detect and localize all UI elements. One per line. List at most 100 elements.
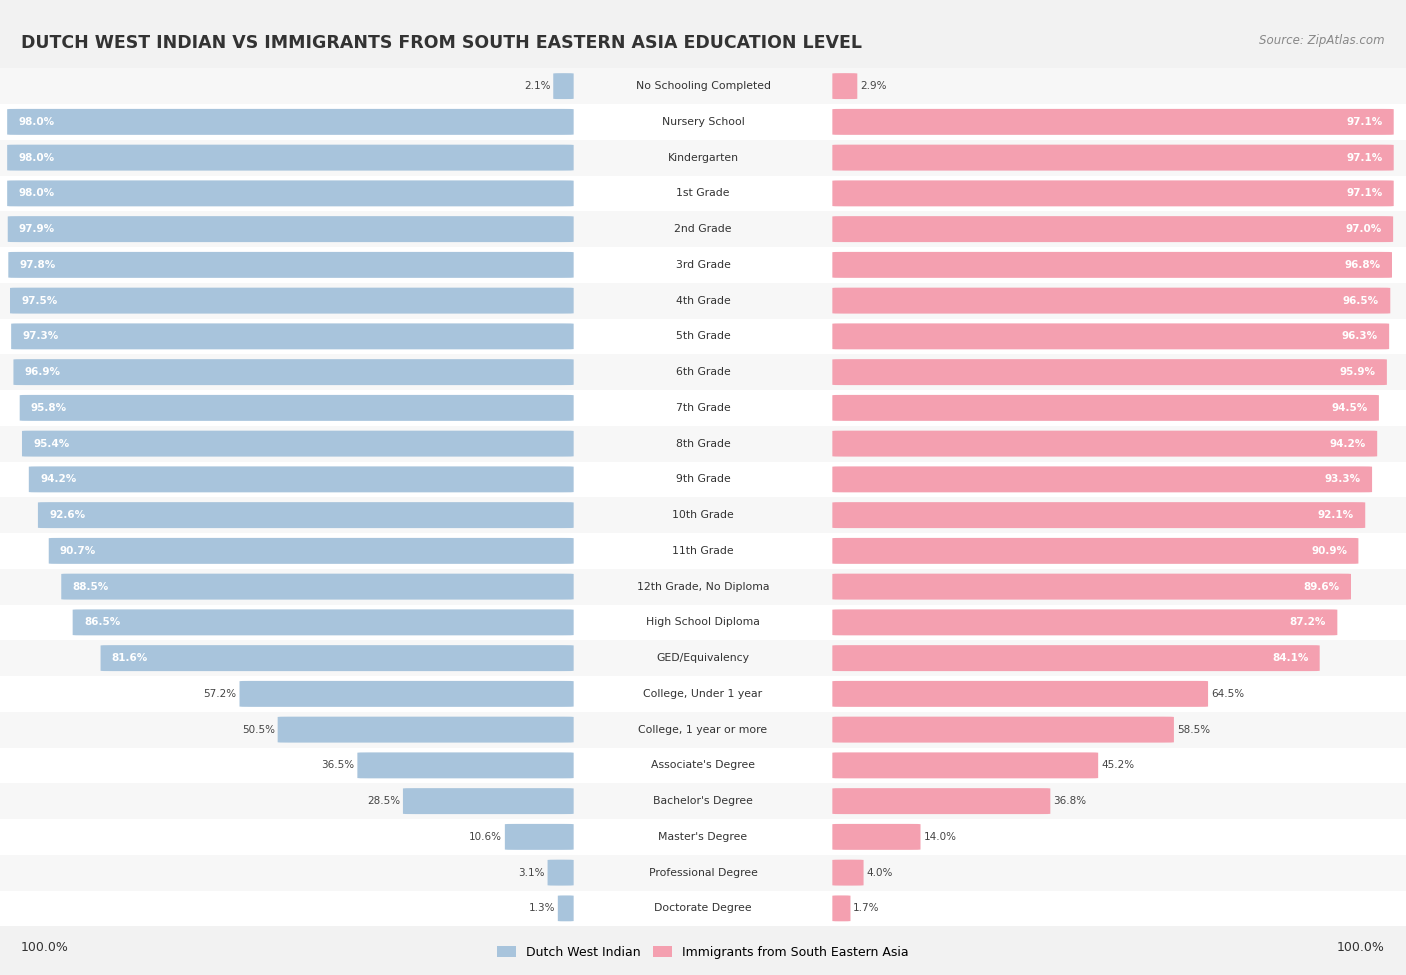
Text: 4th Grade: 4th Grade [676,295,730,305]
Text: 98.0%: 98.0% [18,188,55,198]
Text: 88.5%: 88.5% [73,582,108,592]
Bar [0,568,1406,604]
FancyBboxPatch shape [7,144,574,171]
FancyBboxPatch shape [832,216,1393,242]
Text: 92.1%: 92.1% [1317,510,1354,520]
Text: 95.9%: 95.9% [1340,368,1375,377]
FancyBboxPatch shape [832,252,1392,278]
Text: 2nd Grade: 2nd Grade [675,224,731,234]
Text: 97.1%: 97.1% [1346,188,1382,198]
Text: 2.1%: 2.1% [524,81,550,91]
Text: 94.2%: 94.2% [1330,439,1367,448]
Text: 100.0%: 100.0% [21,941,69,955]
Bar [0,604,1406,641]
Bar [0,354,1406,390]
Text: 4.0%: 4.0% [866,868,893,878]
Bar [0,212,1406,247]
Text: 12th Grade, No Diploma: 12th Grade, No Diploma [637,582,769,592]
Bar [0,533,1406,568]
Text: 36.8%: 36.8% [1053,797,1087,806]
Text: 10th Grade: 10th Grade [672,510,734,520]
Bar [0,819,1406,855]
Bar [0,641,1406,676]
FancyBboxPatch shape [14,359,574,385]
Text: 97.0%: 97.0% [1346,224,1382,234]
FancyBboxPatch shape [22,431,574,456]
Bar [0,104,1406,139]
Text: Associate's Degree: Associate's Degree [651,760,755,770]
Text: 45.2%: 45.2% [1101,760,1135,770]
Bar [0,426,1406,461]
FancyBboxPatch shape [11,324,574,349]
FancyBboxPatch shape [7,109,574,135]
Text: 7th Grade: 7th Grade [676,403,730,412]
Text: 14.0%: 14.0% [924,832,956,841]
FancyBboxPatch shape [832,788,1050,814]
Text: 6th Grade: 6th Grade [676,368,730,377]
FancyBboxPatch shape [553,73,574,99]
Bar [0,461,1406,497]
FancyBboxPatch shape [38,502,574,528]
Text: 81.6%: 81.6% [112,653,148,663]
Bar [0,855,1406,890]
Text: 95.4%: 95.4% [34,439,69,448]
Text: 8th Grade: 8th Grade [676,439,730,448]
Text: 94.5%: 94.5% [1331,403,1368,412]
Text: 1.7%: 1.7% [853,904,880,914]
Text: 11th Grade: 11th Grade [672,546,734,556]
Text: 97.1%: 97.1% [1346,153,1382,163]
FancyBboxPatch shape [832,645,1320,671]
Text: 2.9%: 2.9% [860,81,887,91]
FancyBboxPatch shape [8,216,574,242]
FancyBboxPatch shape [832,609,1337,636]
Text: 90.7%: 90.7% [60,546,96,556]
Bar [0,497,1406,533]
FancyBboxPatch shape [62,573,574,600]
Text: 36.5%: 36.5% [322,760,354,770]
Text: Nursery School: Nursery School [662,117,744,127]
Text: 98.0%: 98.0% [18,117,55,127]
FancyBboxPatch shape [832,502,1365,528]
Text: Doctorate Degree: Doctorate Degree [654,904,752,914]
Text: High School Diploma: High School Diploma [647,617,759,627]
Bar [0,176,1406,212]
Text: 94.2%: 94.2% [39,475,76,485]
FancyBboxPatch shape [20,395,574,421]
FancyBboxPatch shape [357,753,574,778]
FancyBboxPatch shape [404,788,574,814]
Text: 92.6%: 92.6% [49,510,86,520]
FancyBboxPatch shape [8,252,574,278]
FancyBboxPatch shape [832,860,863,885]
Text: 97.5%: 97.5% [21,295,58,305]
Text: 5th Grade: 5th Grade [676,332,730,341]
FancyBboxPatch shape [832,288,1391,314]
Bar [0,783,1406,819]
Text: 97.3%: 97.3% [22,332,59,341]
Text: College, 1 year or more: College, 1 year or more [638,724,768,734]
Text: 86.5%: 86.5% [84,617,120,627]
FancyBboxPatch shape [832,466,1372,492]
FancyBboxPatch shape [49,538,574,564]
Bar [0,890,1406,926]
FancyBboxPatch shape [832,895,851,921]
Text: DUTCH WEST INDIAN VS IMMIGRANTS FROM SOUTH EASTERN ASIA EDUCATION LEVEL: DUTCH WEST INDIAN VS IMMIGRANTS FROM SOU… [21,34,862,52]
FancyBboxPatch shape [558,895,574,921]
Text: 58.5%: 58.5% [1177,724,1209,734]
FancyBboxPatch shape [832,109,1393,135]
FancyBboxPatch shape [101,645,574,671]
FancyBboxPatch shape [28,466,574,492]
FancyBboxPatch shape [832,144,1393,171]
Bar [0,283,1406,319]
Text: 50.5%: 50.5% [242,724,274,734]
FancyBboxPatch shape [832,681,1208,707]
Bar [0,139,1406,176]
FancyBboxPatch shape [832,324,1389,349]
Text: 98.0%: 98.0% [18,153,55,163]
Bar [0,712,1406,748]
Text: 1st Grade: 1st Grade [676,188,730,198]
Bar [0,390,1406,426]
FancyBboxPatch shape [832,753,1098,778]
Text: 97.1%: 97.1% [1346,117,1382,127]
FancyBboxPatch shape [73,609,574,636]
FancyBboxPatch shape [832,824,921,850]
